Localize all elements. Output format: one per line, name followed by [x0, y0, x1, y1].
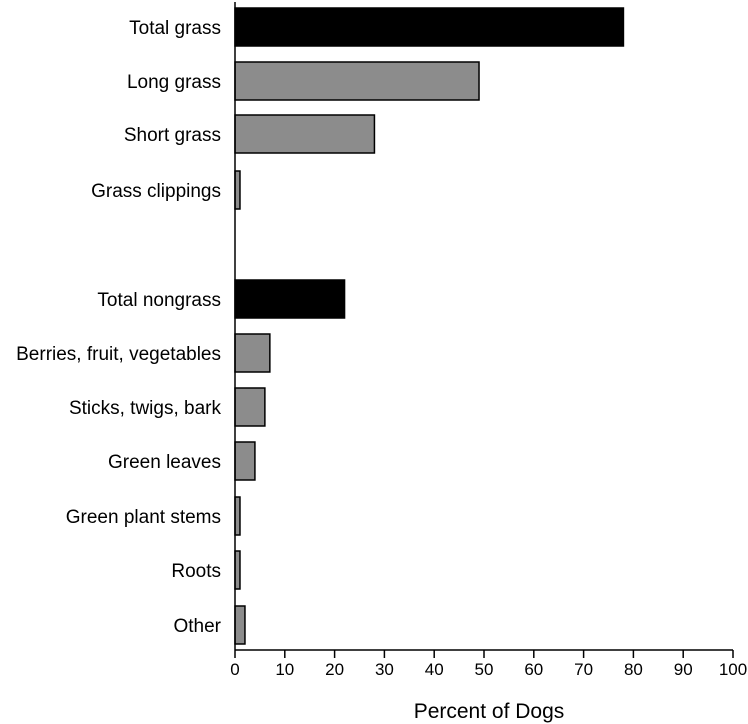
category-label: Green plant stems: [66, 507, 221, 528]
category-label: Other: [173, 616, 221, 637]
bar-sticks-twigs-bark: [234, 387, 266, 427]
category-label: Berries, fruit, vegetables: [16, 344, 221, 365]
category-label: Grass clippings: [91, 181, 221, 202]
bar-short-grass: [234, 114, 376, 154]
x-tick-label: 30: [375, 660, 394, 679]
x-tick-label: 70: [574, 660, 593, 679]
category-label: Short grass: [124, 125, 221, 146]
x-tick-label: 40: [425, 660, 444, 679]
x-tick-label: 20: [325, 660, 344, 679]
x-tick-label: 80: [624, 660, 643, 679]
x-tick-label: 50: [475, 660, 494, 679]
bar-green-leaves: [234, 441, 256, 481]
bar-long-grass: [234, 61, 480, 101]
x-tick-label: 0: [230, 660, 239, 679]
category-label: Green leaves: [108, 452, 221, 473]
x-axis-title: Percent of Dogs: [414, 700, 565, 723]
x-tick-label: 10: [275, 660, 294, 679]
bar-other: [234, 605, 246, 645]
x-axis-ticks: 0 10 20 30 40 50 60 70 80 90 100: [230, 650, 747, 679]
x-tick-label: 100: [719, 660, 747, 679]
x-tick-label: 60: [524, 660, 543, 679]
category-label: Long grass: [127, 72, 221, 93]
category-label: Total grass: [129, 18, 221, 39]
x-tick-label: 90: [674, 660, 693, 679]
bar-berries-fruit-vegetables: [234, 333, 271, 373]
bars-group: [234, 7, 625, 645]
bar-total-nongrass: [234, 279, 346, 319]
category-label: Total nongrass: [97, 290, 221, 311]
category-label: Sticks, twigs, bark: [69, 398, 222, 419]
category-labels: Total grass Long grass Short grass Grass cl…: [16, 18, 222, 637]
category-label: Roots: [171, 561, 221, 582]
bar-total-grass: [234, 7, 625, 47]
